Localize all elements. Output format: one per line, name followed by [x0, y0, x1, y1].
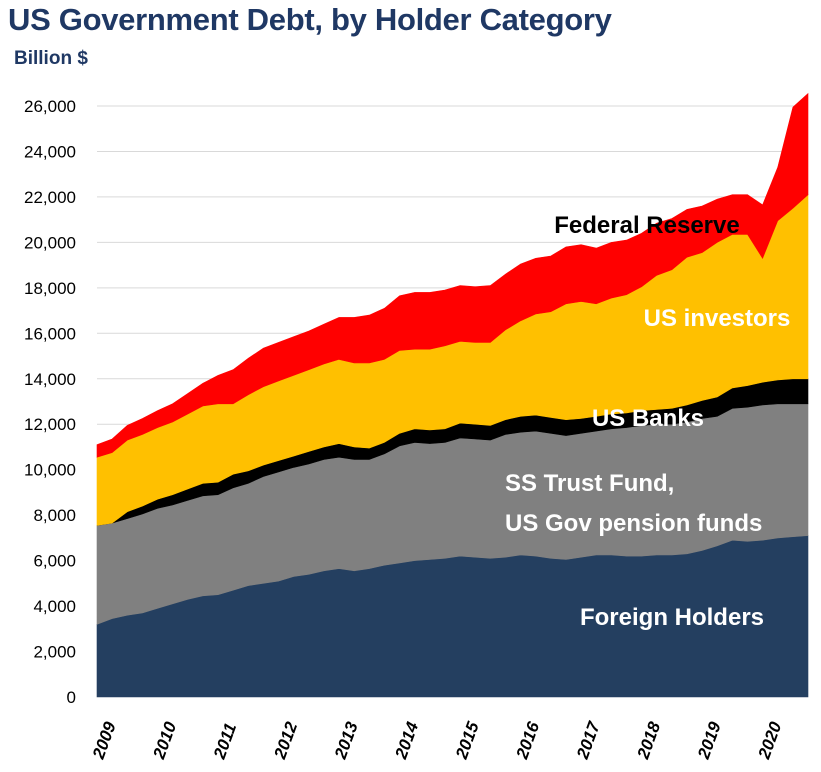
x-tick-label: 2019 [694, 719, 725, 762]
series-label-us-investors: US investors [644, 305, 791, 332]
y-tick-label: 20,000 [24, 233, 76, 252]
x-tick-label: 2020 [754, 719, 785, 762]
y-tick-label: 16,000 [24, 324, 76, 343]
y-tick-label: 2,000 [33, 643, 76, 662]
y-tick-label: 4,000 [33, 597, 76, 616]
series-label-foreign-holders: Foreign Holders [580, 604, 764, 631]
x-tick-label: 2015 [452, 719, 483, 762]
series-label-gov-pension-funds: US Gov pension funds [505, 510, 762, 537]
y-tick-label: 12,000 [24, 415, 76, 434]
x-tick-label: 2012 [270, 719, 301, 762]
plot-areas [96, 92, 809, 698]
x-tick-label: 2010 [149, 719, 180, 762]
series-label-federal-reserve: Federal Reserve [554, 212, 739, 239]
y-tick-label: 0 [67, 688, 76, 707]
y-tick-label: 6,000 [33, 552, 76, 571]
x-tick-label: 2016 [512, 719, 543, 762]
series-label-us-banks: US Banks [592, 405, 704, 432]
area-federal-reserve [96, 92, 809, 458]
y-tick-label: 24,000 [24, 142, 76, 161]
y-tick-label: 10,000 [24, 461, 76, 480]
x-tick-label: 2013 [331, 719, 362, 762]
series-label-ss-trust-fund: SS Trust Fund, [505, 470, 674, 497]
y-tick-label: 26,000 [24, 97, 76, 116]
chart-subtitle: Billion $ [14, 48, 88, 69]
x-tick-label: 2018 [633, 719, 664, 762]
x-tick-label: 2014 [391, 719, 422, 762]
x-tick-label: 2009 [89, 719, 120, 762]
x-tick-label: 2011 [210, 721, 241, 763]
y-tick-label: 14,000 [24, 370, 76, 389]
x-axis: 2009 2010 2011 2012 2013 2014 2015 2016 2017 2018… [89, 718, 786, 762]
chart-title: US Government Debt, by Holder Category [8, 2, 612, 37]
y-tick-label: 18,000 [24, 279, 76, 298]
series-labels: Federal Reserve US investors US Banks SS… [505, 212, 790, 631]
y-tick-label: 8,000 [33, 506, 76, 525]
y-axis: 0 2,000 4,000 6,000 8,000 10,000 12,000 14,000 1… [24, 97, 76, 707]
x-tick-label: 2017 [573, 718, 605, 762]
y-tick-label: 22,000 [24, 188, 76, 207]
